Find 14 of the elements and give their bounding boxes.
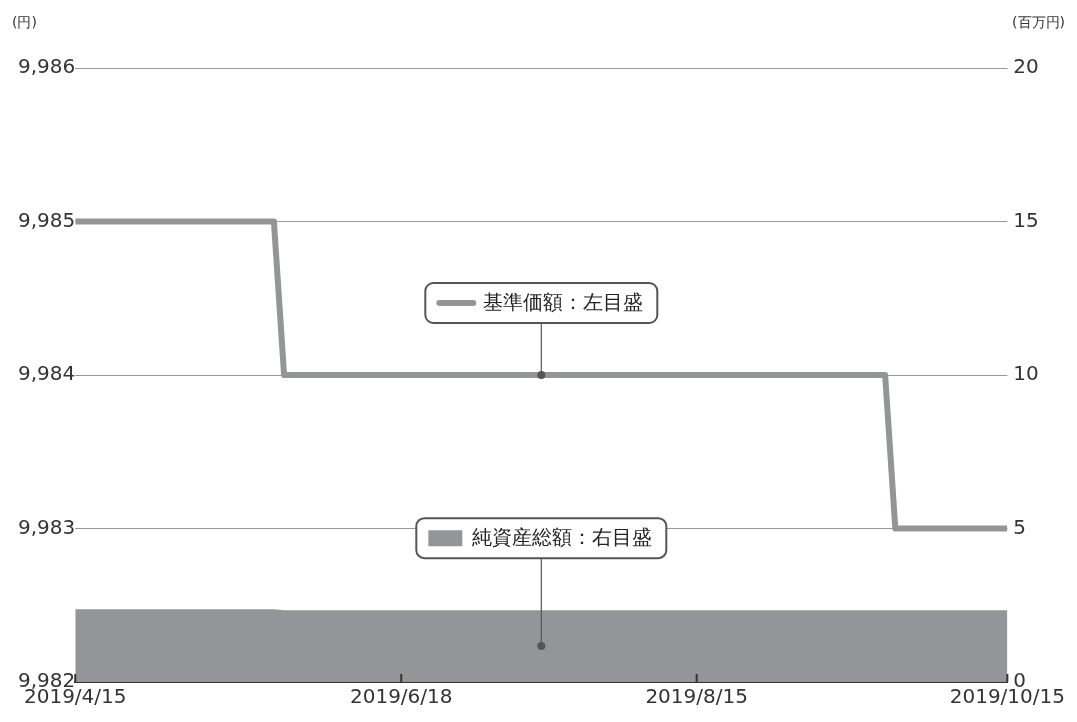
y-tick-label: 9,984 bbox=[17, 361, 76, 386]
y2-tick-label: 5 bbox=[1013, 514, 1027, 539]
legend-label: 純資産総額：右目盛 bbox=[472, 525, 653, 550]
y-axis-title: (円) bbox=[12, 13, 37, 30]
x-tick-label: 2019/8/15 bbox=[645, 684, 748, 709]
y-tick-label: 9,985 bbox=[17, 207, 76, 232]
y-tick-label: 9,983 bbox=[17, 514, 76, 539]
y-tick-label: 9,986 bbox=[17, 54, 76, 79]
x-tick-label: 2019/6/18 bbox=[349, 684, 453, 709]
y2-tick-label: 20 bbox=[1013, 54, 1039, 79]
y2-tick-label: 15 bbox=[1013, 207, 1039, 232]
legend-label: 基準価額：左目盛 bbox=[483, 290, 644, 315]
y2-axis-title: (百万円) bbox=[1012, 13, 1065, 30]
y2-tick-label: 10 bbox=[1013, 361, 1039, 386]
